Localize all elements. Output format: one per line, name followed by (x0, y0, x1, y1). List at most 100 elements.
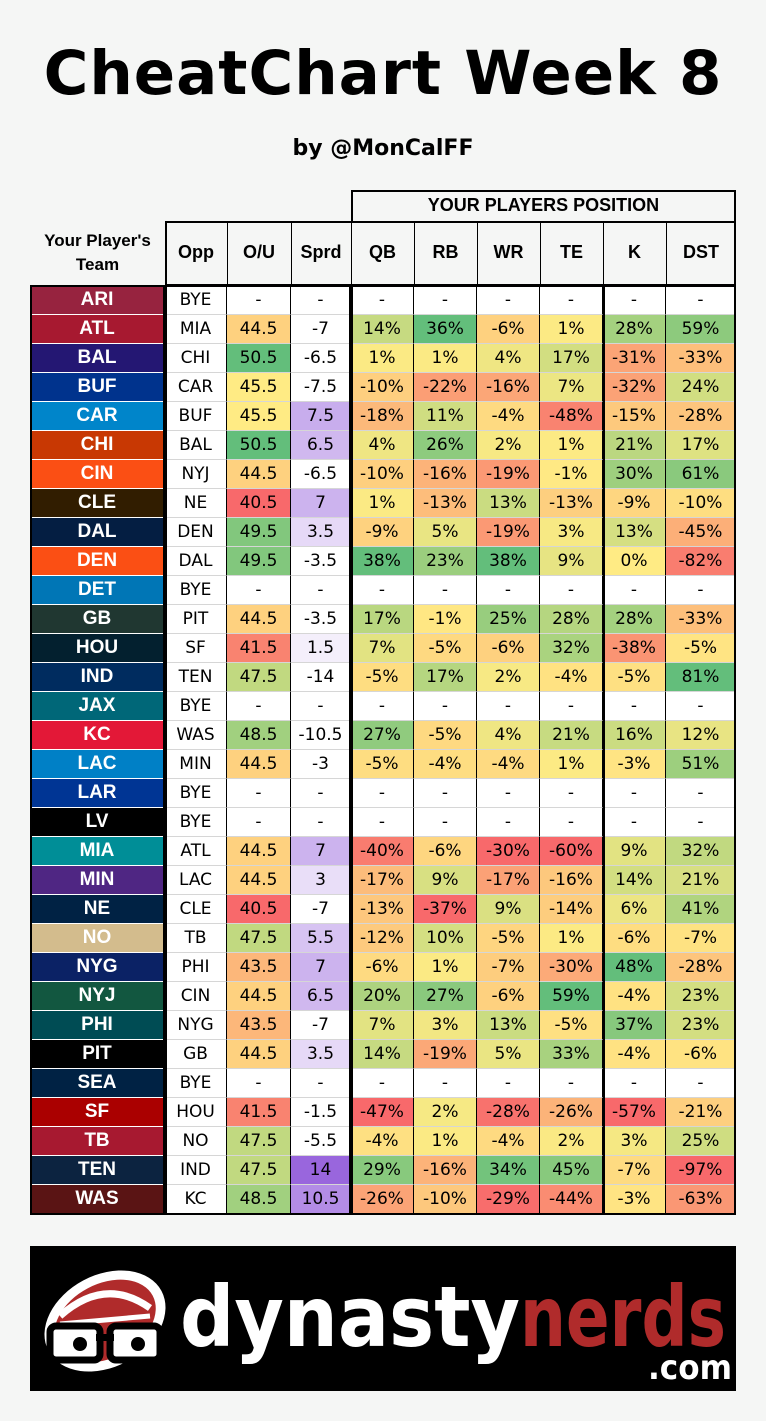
spread-cell: - (291, 1069, 351, 1098)
qb-cell: - (351, 1069, 414, 1098)
dst-cell: 51% (666, 750, 736, 779)
table-row: MIN LAC 44.5 3 -17% 9% -17% -16% 14% 21% (30, 866, 736, 895)
spread-cell: 6.5 (291, 982, 351, 1011)
wr-cell: -19% (477, 518, 540, 547)
header-divider (477, 221, 478, 285)
dst-cell: -21% (666, 1098, 736, 1127)
table-row: CHI BAL 50.5 6.5 4% 26% 2% 1% 21% 17% (30, 431, 736, 460)
table-row: PIT GB 44.5 3.5 14% -19% 5% 33% -4% -6% (30, 1040, 736, 1069)
opp-cell: WAS (165, 721, 227, 750)
ou-cell: 50.5 (227, 344, 291, 373)
spread-cell: -3.5 (291, 605, 351, 634)
qb-cell: -5% (351, 663, 414, 692)
header-divider (227, 221, 228, 285)
qb-cell: 14% (351, 1040, 414, 1069)
opp-cell: BYE (165, 286, 227, 315)
k-cell: 28% (603, 605, 666, 634)
spread-cell: -14 (291, 663, 351, 692)
te-cell: -60% (540, 837, 603, 866)
opp-cell: BYE (165, 576, 227, 605)
table-row: SF HOU 41.5 -1.5 -47% 2% -28% -26% -57% -21% (30, 1098, 736, 1127)
table-row: BAL CHI 50.5 -6.5 1% 1% 4% 17% -31% -33% (30, 344, 736, 373)
k-cell: -57% (603, 1098, 666, 1127)
k-cell: -4% (603, 1040, 666, 1069)
header-divider (165, 221, 166, 285)
qb-cell: 1% (351, 489, 414, 518)
header-divider (603, 221, 604, 285)
te-cell: 32% (540, 634, 603, 663)
ou-cell: 49.5 (227, 518, 291, 547)
wr-cell: - (477, 692, 540, 721)
ou-cell: - (227, 286, 291, 315)
table-row: JAX BYE - - - - - - - - (30, 692, 736, 721)
table-row: TEN IND 47.5 14 29% -16% 34% 45% -7% -97% (30, 1156, 736, 1185)
wr-cell: -4% (477, 1127, 540, 1156)
team-cell: NYG (30, 953, 165, 982)
rb-cell: 2% (414, 1098, 477, 1127)
ou-cell: - (227, 692, 291, 721)
dst-cell: - (666, 692, 736, 721)
team-cell: LV (30, 808, 165, 837)
ou-cell: 44.5 (227, 837, 291, 866)
spread-cell: -7 (291, 895, 351, 924)
table-row: ATL MIA 44.5 -7 14% 36% -6% 1% 28% 59% (30, 315, 736, 344)
opp-cell: HOU (165, 1098, 227, 1127)
ou-cell: - (227, 779, 291, 808)
spread-cell: 7 (291, 953, 351, 982)
rb-cell: 3% (414, 1011, 477, 1040)
team-cell: IND (30, 663, 165, 692)
qb-cell: 4% (351, 431, 414, 460)
table-row: GB PIT 44.5 -3.5 17% -1% 25% 28% 28% -33% (30, 605, 736, 634)
k-cell: 6% (603, 895, 666, 924)
k-cell: - (603, 808, 666, 837)
wr-cell: - (477, 1069, 540, 1098)
opp-cell: CHI (165, 344, 227, 373)
table-row: LAC MIN 44.5 -3 -5% -4% -4% 1% -3% 51% (30, 750, 736, 779)
rb-cell: 1% (414, 953, 477, 982)
opp-cell: IND (165, 1156, 227, 1185)
spread-cell: 5.5 (291, 924, 351, 953)
te-cell: 9% (540, 547, 603, 576)
k-cell: 9% (603, 837, 666, 866)
spread-cell: 14 (291, 1156, 351, 1185)
qb-cell: 27% (351, 721, 414, 750)
table-row: KC WAS 48.5 -10.5 27% -5% 4% 21% 16% 12% (30, 721, 736, 750)
te-cell: 17% (540, 344, 603, 373)
team-cell: ARI (30, 286, 165, 315)
te-cell: 1% (540, 924, 603, 953)
team-cell: CAR (30, 402, 165, 431)
ou-cell: - (227, 808, 291, 837)
wr-cell: 4% (477, 344, 540, 373)
team-cell: DAL (30, 518, 165, 547)
ou-cell: 49.5 (227, 547, 291, 576)
wr-cell: 2% (477, 431, 540, 460)
opp-cell: PHI (165, 953, 227, 982)
te-cell: 1% (540, 431, 603, 460)
opp-cell: TB (165, 924, 227, 953)
table-row: NO TB 47.5 5.5 -12% 10% -5% 1% -6% -7% (30, 924, 736, 953)
spread-cell: 6.5 (291, 431, 351, 460)
te-cell: - (540, 808, 603, 837)
wr-cell: 4% (477, 721, 540, 750)
opp-cell: SF (165, 634, 227, 663)
k-cell: 14% (603, 866, 666, 895)
spread-cell: - (291, 779, 351, 808)
header-divider (414, 221, 415, 285)
wr-cell: -7% (477, 953, 540, 982)
rb-cell: -19% (414, 1040, 477, 1069)
table-row: TB NO 47.5 -5.5 -4% 1% -4% 2% 3% 25% (30, 1127, 736, 1156)
rb-cell: 5% (414, 518, 477, 547)
qb-cell: -5% (351, 750, 414, 779)
k-cell: -32% (603, 373, 666, 402)
wr-cell: 5% (477, 1040, 540, 1069)
page-subtitle: by @MonCalFF (292, 136, 474, 161)
dst-cell: 59% (666, 315, 736, 344)
qb-cell: -10% (351, 373, 414, 402)
te-cell: 1% (540, 750, 603, 779)
wr-cell: -5% (477, 924, 540, 953)
rb-cell: 27% (414, 982, 477, 1011)
wr-cell: - (477, 286, 540, 315)
dst-cell: 24% (666, 373, 736, 402)
opp-cell: KC (165, 1185, 227, 1214)
te-cell: 45% (540, 1156, 603, 1185)
